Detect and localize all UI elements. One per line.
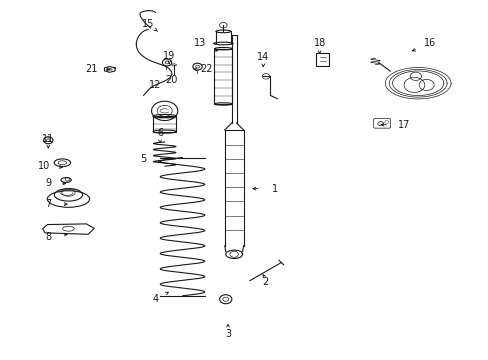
Text: 21: 21 (85, 64, 98, 75)
Text: 14: 14 (257, 52, 269, 62)
Text: 22: 22 (200, 64, 213, 75)
Text: 18: 18 (313, 39, 325, 49)
Text: 20: 20 (165, 75, 178, 85)
Text: 4: 4 (152, 294, 158, 304)
Text: 11: 11 (42, 134, 54, 144)
Text: 16: 16 (423, 39, 435, 49)
Text: 7: 7 (45, 199, 51, 209)
Text: 15: 15 (142, 19, 154, 30)
Text: 1: 1 (271, 184, 278, 194)
Text: 5: 5 (140, 154, 146, 164)
Text: 6: 6 (157, 129, 163, 138)
Text: 19: 19 (163, 51, 175, 60)
Text: 2: 2 (262, 277, 268, 287)
Text: 9: 9 (45, 179, 51, 188)
Text: 13: 13 (193, 39, 205, 49)
Text: 10: 10 (38, 161, 50, 171)
Text: 12: 12 (149, 80, 161, 90)
Text: 8: 8 (45, 232, 51, 242)
Text: 17: 17 (397, 120, 409, 130)
Text: 3: 3 (224, 329, 231, 339)
